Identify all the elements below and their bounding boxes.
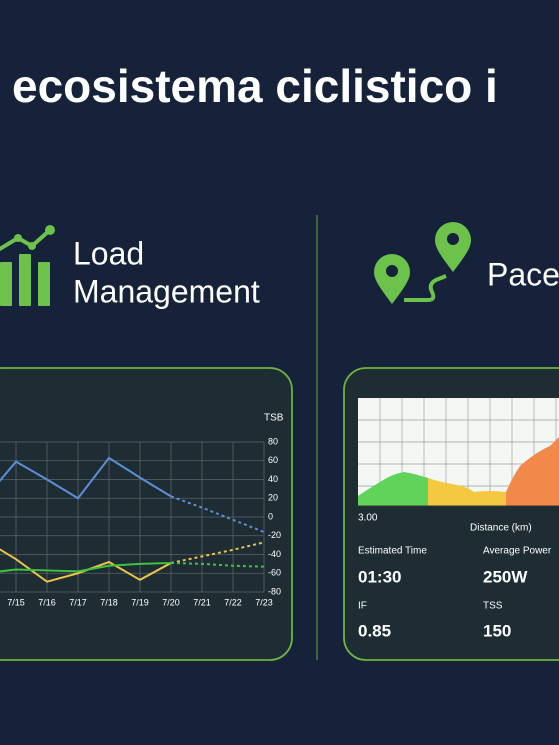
series-line [0, 548, 172, 583]
stat-label: Average Power [483, 546, 552, 557]
y-tick-label: 40 [268, 474, 278, 484]
panel-title: Management [73, 273, 260, 309]
stat-label: Estimated Time [358, 546, 427, 557]
stat-value: 01:30 [358, 567, 401, 586]
pace-icon [374, 222, 471, 304]
y-tick-label: 80 [268, 436, 278, 446]
x-tick-label: 7/21 [193, 597, 211, 607]
load-card [0, 367, 293, 661]
x-tick-label: 7/23 [255, 597, 273, 607]
elevation-chart [358, 398, 559, 507]
stat-value: 250W [483, 567, 528, 586]
load-icon [0, 225, 55, 306]
axis-label: Distance (km) [470, 523, 532, 534]
y-tick-label: -40 [268, 549, 281, 559]
series-line [0, 456, 172, 500]
y-tick-label: 0 [268, 511, 273, 521]
stat-value: 0.85 [358, 621, 391, 640]
x-tick-label: 7/16 [38, 597, 56, 607]
y-tick-label: -80 [268, 586, 281, 596]
y-tick-label: 20 [268, 493, 278, 503]
load-chart: 80 60 40 20 0 -20 -40 -60 -80 7/15 7/16 7/17 7/18 7/1… [0, 436, 281, 607]
stat-label: IF [358, 601, 367, 612]
series-line [170, 495, 265, 533]
x-tick-label: 7/17 [69, 597, 87, 607]
stat-label: TSS [483, 601, 503, 612]
y-tick-label: 60 [268, 455, 278, 465]
series-line [0, 561, 172, 573]
y-tick-label: -60 [268, 568, 281, 578]
panel-title: Pace [487, 256, 559, 292]
stat-value: 150 [483, 621, 511, 640]
y-tick-label: -20 [268, 530, 281, 540]
panel-title: Load [73, 235, 144, 271]
series-line [170, 541, 265, 564]
x-tick-label: 7/15 [7, 597, 25, 607]
x-tick-label: 7/19 [131, 597, 149, 607]
x-tick-label: 7/20 [162, 597, 180, 607]
x-tick-label: 7/22 [224, 597, 242, 607]
page-title: ecosistema ciclistico i [12, 60, 498, 112]
axis-label: TSB [264, 413, 284, 424]
axis-tick-label: 3.00 [358, 513, 378, 524]
x-tick-label: 7/18 [100, 597, 118, 607]
